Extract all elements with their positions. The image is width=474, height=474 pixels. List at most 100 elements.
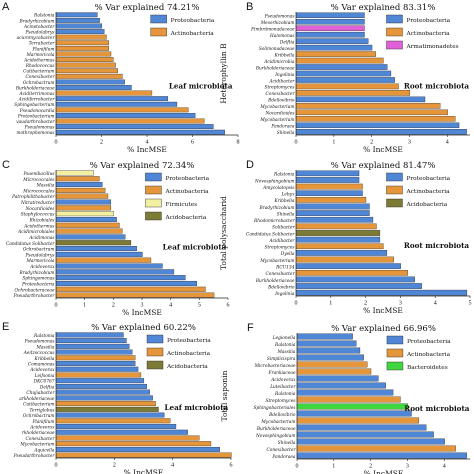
bar <box>296 70 392 77</box>
category-label: Pseudonocardia <box>19 109 55 114</box>
bar <box>56 429 188 435</box>
bar <box>56 389 150 395</box>
category-label: Novosphingobium <box>254 179 295 184</box>
x-tick-label: 2 <box>364 301 367 307</box>
legend-swatch <box>386 335 404 345</box>
category-label: Solibacter <box>272 226 295 231</box>
category-label: Acidimonas <box>28 236 55 241</box>
category-label: Aquicella <box>33 448 55 453</box>
category-label: Candidatus Solibacter <box>6 242 55 247</box>
legend-swatch <box>386 361 404 371</box>
x-tick-label: 5 <box>469 301 472 307</box>
category-label: Bdellovibrio <box>267 285 295 290</box>
x-tick-label: 0 <box>55 140 58 146</box>
legend-swatch <box>145 198 162 208</box>
legend-swatch <box>386 14 403 24</box>
bar <box>56 107 189 113</box>
category-label: Streptomyces <box>266 399 297 404</box>
bar <box>296 210 370 216</box>
category-label: Nocardioides <box>25 207 56 212</box>
legend-swatch <box>386 40 403 50</box>
bar <box>296 197 367 203</box>
category-label: Ochrobactrum <box>23 248 55 253</box>
bar <box>56 193 109 199</box>
category-label: Burkholderiaceae <box>256 427 296 432</box>
panel-title: % Var explained 66.96% <box>331 324 436 334</box>
category-label: Marmoricola <box>25 259 54 264</box>
bar <box>56 90 153 96</box>
category-label: vaudarthrobacter <box>16 120 55 125</box>
panel-title: % Var explained 60.22% <box>91 323 196 333</box>
category-label: Pseudarthrobacter <box>13 294 56 299</box>
panel-e: E % Var explained 60.22% RalstoniaPseudomo… <box>2 321 233 474</box>
legend-swatch <box>145 172 162 182</box>
x-tick-label: 0 <box>55 303 58 309</box>
category-label: Bradyrhizobium <box>19 19 55 24</box>
bar <box>56 406 159 412</box>
panel-letter: C <box>2 159 10 171</box>
bar <box>56 85 132 90</box>
category-label: Frankiaceae <box>268 371 296 376</box>
category-label: Massilia <box>35 345 54 350</box>
category-label: Acidimicrobia <box>263 60 295 65</box>
x-tick-label: 3 <box>399 301 402 307</box>
bar <box>56 51 112 57</box>
bar <box>56 401 156 407</box>
bar <box>297 410 412 417</box>
category-label: Acidovorax <box>29 368 55 373</box>
bar <box>56 73 123 79</box>
category-label: Bradyrhizobium <box>19 271 55 276</box>
category-label: Patrophilithobacter <box>11 195 55 200</box>
legend-label: Armatimonadetes <box>405 44 458 50</box>
bar <box>297 368 372 375</box>
legend-swatch <box>386 198 403 208</box>
category-label: Aeitzoccoccus <box>23 351 56 356</box>
category-label: Massilia <box>276 350 295 355</box>
legend-label: Actinobacteria <box>406 352 451 358</box>
category-label: Streptomyces <box>265 86 296 91</box>
category-label: Rhodomicrobacter <box>253 219 295 224</box>
bar <box>296 216 374 223</box>
legend-label: Actinobacteria <box>170 31 215 37</box>
x-tick-label: 4 <box>443 464 446 470</box>
category-label: Proteobacterium <box>17 114 55 119</box>
bar <box>296 103 441 109</box>
bar <box>296 25 365 31</box>
legend-label: Acidobacteria <box>405 202 447 208</box>
bar <box>56 395 153 401</box>
bar <box>296 203 370 210</box>
bar <box>56 62 116 68</box>
bar <box>297 340 357 347</box>
category-label: Acidothermus <box>23 224 55 229</box>
bar <box>56 23 103 29</box>
category-label: Pseudomonas <box>24 340 56 345</box>
panel-letter: B <box>246 1 253 13</box>
category-label: Aciditerrimonas <box>19 92 56 97</box>
microbiota-note: Leaf microbiota <box>163 242 227 251</box>
x-tick-label: 2 <box>113 463 116 469</box>
category-label: Pseudomonas <box>264 15 296 20</box>
legend-label: Firmicutes <box>165 202 197 208</box>
x-tick-label: 4 <box>434 301 437 307</box>
bar <box>296 263 401 269</box>
bar <box>56 378 145 384</box>
category-label: Sphingomonas <box>22 277 55 282</box>
category-label: Staphylococcus <box>21 213 56 218</box>
bar <box>56 412 165 418</box>
category-label: Mycobacterium <box>259 259 294 264</box>
bar <box>56 68 118 74</box>
category-label: Legionella <box>272 336 296 341</box>
bar <box>297 361 368 368</box>
y-axis-label: Total saponin <box>220 370 229 421</box>
bar <box>296 122 460 129</box>
x-tick-label: 3 <box>406 464 409 470</box>
legend-swatch <box>146 334 164 344</box>
category-label: Rhodococcus <box>25 64 56 69</box>
bar <box>296 51 376 57</box>
category-label: Conexibacter <box>265 92 295 97</box>
legend-label: Actinobacteria <box>166 351 211 357</box>
bar <box>296 38 369 44</box>
bar <box>296 109 448 116</box>
bar <box>56 263 163 269</box>
x-tick-label: 1 <box>83 303 86 309</box>
